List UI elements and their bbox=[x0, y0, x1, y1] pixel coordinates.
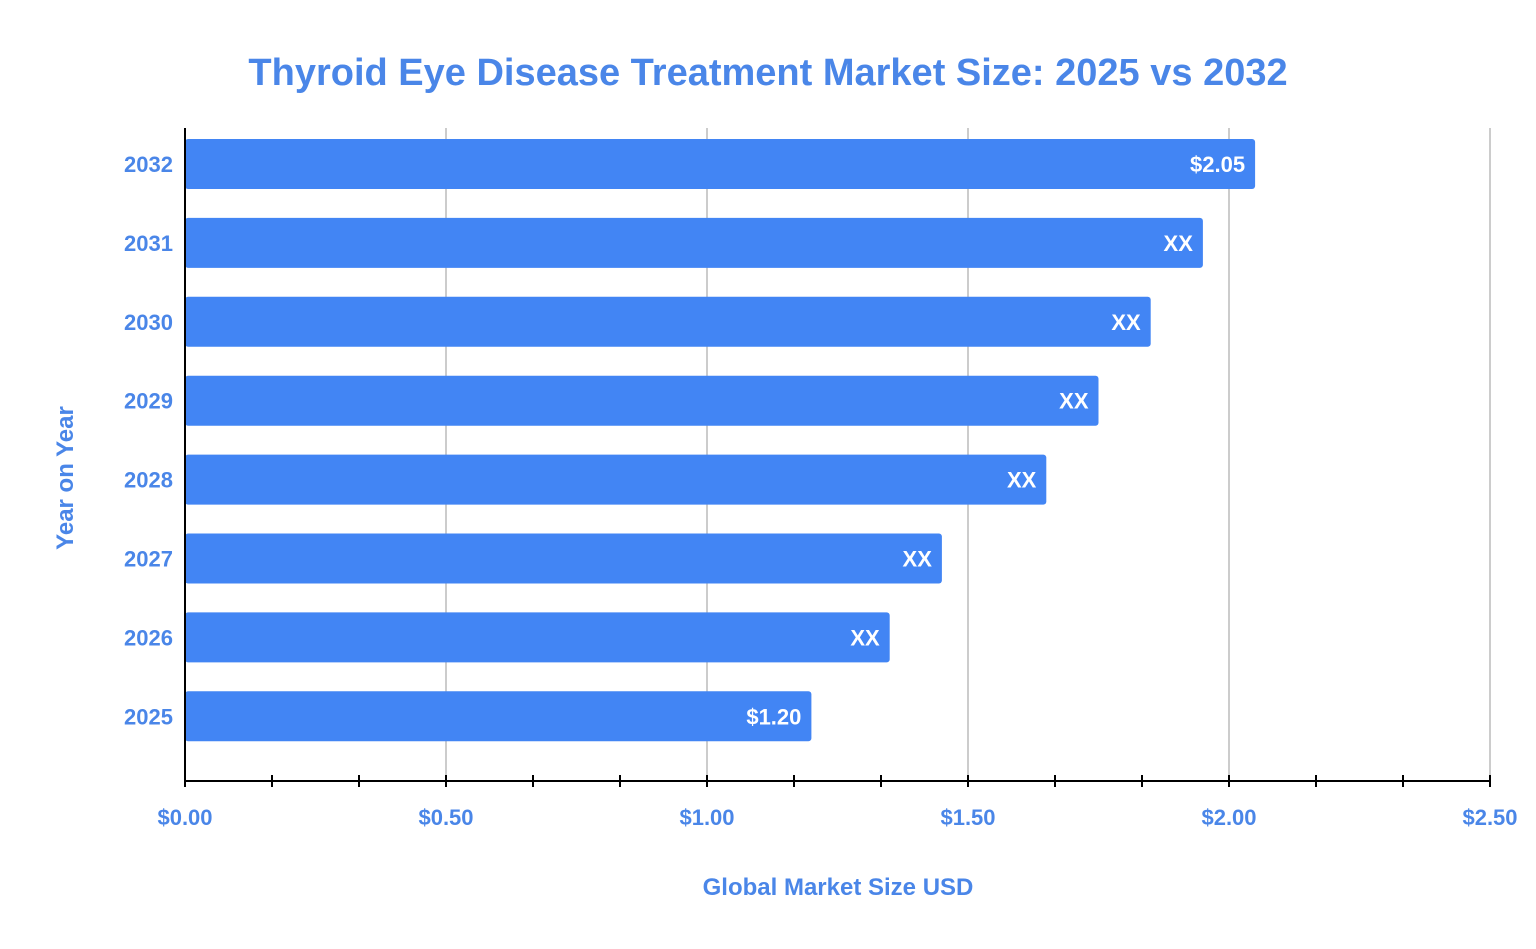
bars bbox=[185, 139, 1256, 742]
data-label: XX bbox=[1111, 310, 1141, 335]
bar bbox=[185, 691, 812, 742]
x-tick-labels: $0.00 $0.50 $1.00 $1.50 $2.00 $2.50 bbox=[157, 805, 1517, 830]
data-label: XX bbox=[1059, 389, 1089, 414]
y-tick-label: 2028 bbox=[124, 468, 173, 493]
bar bbox=[185, 454, 1047, 505]
x-axis-title: Global Market Size USD bbox=[703, 874, 974, 901]
data-label: XX bbox=[850, 625, 880, 650]
data-label: XX bbox=[903, 547, 933, 572]
y-tick-labels: 2032 2031 2030 2029 2028 2027 2026 2025 bbox=[124, 152, 173, 729]
bar bbox=[185, 217, 1203, 268]
data-labels: $2.05 XX XX XX XX XX XX $1.20 bbox=[746, 152, 1245, 729]
chart-title: Thyroid Eye Disease Treatment Market Siz… bbox=[248, 52, 1287, 94]
bar bbox=[185, 533, 942, 584]
y-tick-label: 2027 bbox=[124, 547, 173, 572]
bar bbox=[185, 139, 1256, 189]
y-tick-label: 2031 bbox=[124, 231, 173, 256]
x-tick-label: $2.00 bbox=[1201, 805, 1256, 830]
x-tick-label: $0.50 bbox=[418, 805, 473, 830]
y-tick-label: 2032 bbox=[124, 152, 173, 177]
y-tick-label: 2029 bbox=[124, 389, 173, 414]
bar bbox=[185, 375, 1099, 426]
y-tick-label: 2030 bbox=[124, 310, 173, 335]
x-tick-label: $1.50 bbox=[940, 805, 995, 830]
axes bbox=[184, 128, 1491, 787]
bar bbox=[185, 612, 890, 663]
x-tick-label: $0.00 bbox=[157, 805, 212, 830]
y-tick-label: 2026 bbox=[124, 625, 173, 650]
data-label: $2.05 bbox=[1190, 152, 1245, 177]
y-axis-title: Year on Year bbox=[52, 406, 79, 550]
x-tick-label: $2.50 bbox=[1462, 805, 1517, 830]
data-label: XX bbox=[1007, 468, 1037, 493]
data-label: XX bbox=[1164, 231, 1194, 256]
x-tick-label: $1.00 bbox=[679, 805, 734, 830]
data-label: $1.20 bbox=[746, 704, 801, 729]
y-tick-label: 2025 bbox=[124, 704, 173, 729]
bar bbox=[185, 296, 1151, 347]
